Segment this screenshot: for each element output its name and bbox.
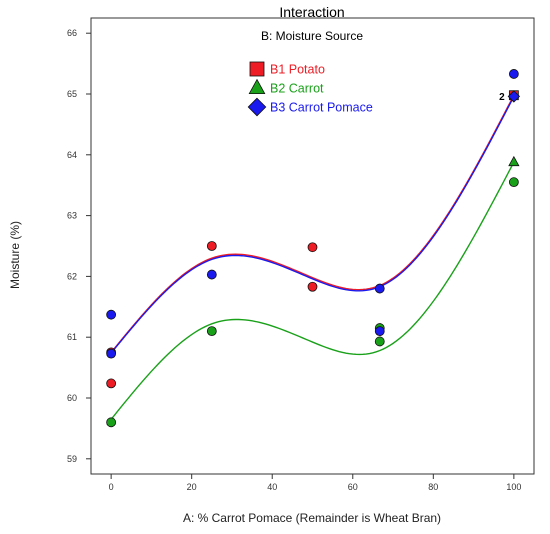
data-point-series-2 [508, 177, 519, 188]
y-tick-label: 66 [67, 28, 77, 38]
legend-label-1: B1 Potato [270, 63, 325, 77]
y-tick-label: 65 [67, 89, 77, 99]
legend-marker-3 [247, 97, 267, 117]
legend: B: Moisture Source B1 Potato B2 Carrot B3 … [247, 29, 373, 117]
y-axis-title: Moisture (%) [8, 221, 22, 289]
x-tick-label: 20 [187, 482, 197, 492]
y-tick-label: 61 [67, 332, 77, 342]
data-point-series-1 [307, 242, 318, 253]
data-point-series-3 [206, 269, 217, 280]
plot-frame [90, 17, 535, 475]
data-point-series-3 [106, 348, 117, 359]
y-tick-label: 62 [67, 271, 77, 281]
data-point-series-3 [508, 69, 519, 79]
x-tick-label: 60 [348, 482, 358, 492]
y-tick-label: 59 [67, 454, 77, 464]
data-point-series-1 [106, 378, 117, 389]
data-point-series-3 [374, 326, 385, 337]
y-tick-label: 63 [67, 211, 77, 221]
data-point-series-1 [206, 241, 217, 251]
legend-marker-2 [248, 78, 266, 94]
point-count-label: 2 [499, 92, 505, 103]
fit-curve-1 [110, 94, 515, 353]
legend-items: B1 Potato B2 Carrot B3 Carrot Pomace [247, 61, 373, 117]
end-marker-series-3 [507, 90, 521, 103]
fit-curve-2 [110, 161, 515, 420]
chart-title: Interaction [279, 4, 344, 20]
x-tick-label: 0 [109, 482, 114, 492]
axis-ticks: 0 20 40 60 80 100 59 60 61 62 63 64 65 66 [67, 28, 521, 492]
legend-label-2: B2 Carrot [270, 82, 324, 96]
y-tick-label: 60 [67, 393, 77, 403]
x-tick-label: 100 [506, 482, 521, 492]
legend-title: B: Moisture Source [261, 29, 363, 43]
annotations: 2 [499, 92, 505, 103]
data-point-series-3 [106, 309, 117, 320]
x-axis-title: A: % Carrot Pomace (Remainder is Wheat B… [183, 511, 441, 525]
end-marker-series-2 [508, 155, 520, 167]
fit-curve-3 [110, 96, 515, 354]
data-point-series-3 [374, 283, 385, 294]
data-point-series-2 [374, 336, 385, 347]
data-point-series-1 [307, 281, 318, 292]
data-point-series-2 [106, 417, 117, 428]
x-tick-label: 80 [428, 482, 438, 492]
data-point-series-2 [206, 326, 217, 337]
legend-label-3: B3 Carrot Pomace [270, 101, 373, 115]
legend-marker-1 [249, 61, 265, 77]
fit-curves [110, 94, 515, 420]
data-points [106, 69, 521, 428]
x-tick-label: 40 [267, 482, 277, 492]
y-tick-label: 64 [67, 150, 77, 160]
